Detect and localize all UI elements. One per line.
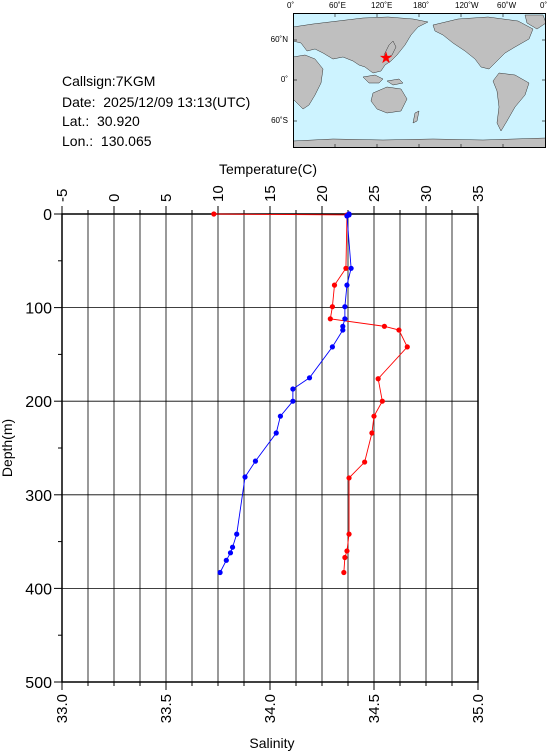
temperature-tick-label: 25 (366, 185, 383, 202)
temperature-data-point (344, 548, 350, 554)
salinity-data-point (252, 458, 259, 464)
salinity-axis: 33.0 33.5 34.0 34.5 35.0 (54, 682, 487, 723)
series-layer (211, 211, 410, 576)
salinity-data-point (223, 557, 229, 563)
chart-grid (62, 213, 478, 683)
temperature-data-point (331, 282, 338, 288)
salinity-data-point (242, 474, 248, 480)
temperature-axis-label: Temperature(C) (219, 161, 317, 177)
salinity-data-point (234, 531, 240, 537)
temperature-data-point (342, 554, 348, 561)
temperature-data-point (375, 376, 381, 382)
station-marker-icon: ★ (379, 48, 393, 67)
land-masses (292, 14, 547, 149)
temperature-data-point (327, 316, 333, 322)
salinity-data-point (227, 550, 234, 556)
temperature-data-point (346, 475, 352, 481)
depth-tick-label: 100 (25, 301, 52, 318)
map-latitude-label: 60˚S (271, 116, 288, 125)
map-longitude-label: 120˚W (455, 1, 479, 10)
temperature-tick-label: 30 (418, 185, 435, 202)
salinity-data-point (277, 413, 283, 419)
depth-tick-label: 300 (25, 488, 52, 505)
map-longitude-label: 180˚ (413, 1, 430, 10)
temperature-data-point (396, 327, 402, 333)
salinity-profile-line (219, 214, 352, 573)
salinity-axis-label: Salinity (249, 735, 294, 751)
salinity-data-point (344, 282, 350, 288)
salinity-data-point (217, 569, 223, 576)
latitude-label: Lat.: 30.920 (62, 113, 140, 129)
greenland-land (524, 14, 547, 30)
map-longitude-label: 60˚E (329, 1, 346, 10)
salinity-data-point (340, 323, 346, 329)
new-guinea (386, 78, 404, 86)
temperature-data-point (211, 211, 217, 217)
temperature-data-point (381, 323, 387, 329)
temperature-data-point (404, 344, 410, 350)
salinity-data-point (290, 398, 296, 404)
temperature-data-point (362, 459, 368, 465)
map-longitude-label: 60˚W (497, 1, 517, 10)
map-longitude-label: 0˚ (287, 1, 295, 10)
temperature-data-point (341, 569, 347, 576)
salinity-data-point (342, 316, 348, 322)
se-asia-islands (362, 74, 384, 84)
temperature-tick-label: -5 (54, 189, 71, 202)
depth-axis-label: Depth(m) (0, 419, 15, 477)
salinity-tick-label: 35.0 (470, 694, 487, 723)
map-longitude-label: 120˚E (371, 1, 393, 10)
world-map: ★ (292, 12, 547, 149)
longitude-label: Lon.: 130.065 (62, 133, 152, 149)
salinity-data-point (229, 544, 236, 550)
salinity-data-point (344, 213, 350, 219)
location-map: ★ 0˚ 60˚E 120˚E 180˚ 120˚W 60˚W 0˚ 60˚N 0˚ 60˚S (271, 1, 547, 149)
temperature-tick-label: 10 (210, 185, 227, 202)
south-america-land (492, 72, 530, 132)
salinity-data-point (348, 265, 354, 271)
japan-land (383, 40, 397, 59)
temperature-data-point (369, 430, 375, 436)
salinity-data-point (342, 304, 348, 310)
depth-tick-label: 0 (43, 207, 52, 224)
map-latitude-label: 60˚N (270, 35, 288, 44)
salinity-tick-label: 34.5 (366, 694, 383, 723)
temperature-tick-label: 35 (470, 185, 487, 202)
date-label: Date: 2025/12/09 13:13(UTC) (62, 94, 251, 110)
salinity-data-point (329, 344, 335, 350)
temperature-data-point (343, 265, 349, 271)
salinity-data-point (273, 430, 279, 436)
salinity-data-point (290, 386, 296, 392)
temperature-data-point (346, 531, 352, 537)
temperature-tick-label: 15 (262, 185, 279, 202)
depth-axis: 0 100 200 300 400 500 (25, 207, 62, 692)
temperature-data-point (329, 304, 335, 310)
eurasia-land (292, 16, 429, 74)
australia-land (370, 86, 408, 114)
temperature-data-point (371, 413, 377, 419)
north-america-land (432, 16, 534, 70)
temperature-data-point (379, 398, 385, 404)
salinity-tick-label: 34.0 (262, 694, 279, 723)
depth-tick-label: 400 (25, 581, 52, 598)
temperature-profile-line (213, 213, 408, 573)
new-zealand-land (412, 110, 420, 124)
africa-land (292, 54, 324, 110)
salinity-data-point (306, 375, 313, 381)
depth-tick-label: 200 (25, 394, 52, 411)
salinity-data-point (340, 327, 346, 333)
depth-tick-label: 500 (25, 675, 52, 692)
temperature-axis: -5 0 5 10 15 20 25 30 35 (54, 185, 487, 214)
callsign-label: Callsign:7KGM (62, 73, 156, 89)
map-tick-marks (293, 13, 546, 148)
map-longitude-label: 0˚ (540, 1, 548, 10)
temperature-tick-label: 0 (106, 194, 123, 202)
map-latitude-label: 0˚ (280, 75, 288, 84)
temperature-tick-label: 5 (158, 194, 175, 202)
salinity-tick-label: 33.5 (158, 694, 175, 723)
salinity-tick-label: 33.0 (54, 694, 71, 723)
temperature-tick-label: 20 (314, 185, 331, 202)
